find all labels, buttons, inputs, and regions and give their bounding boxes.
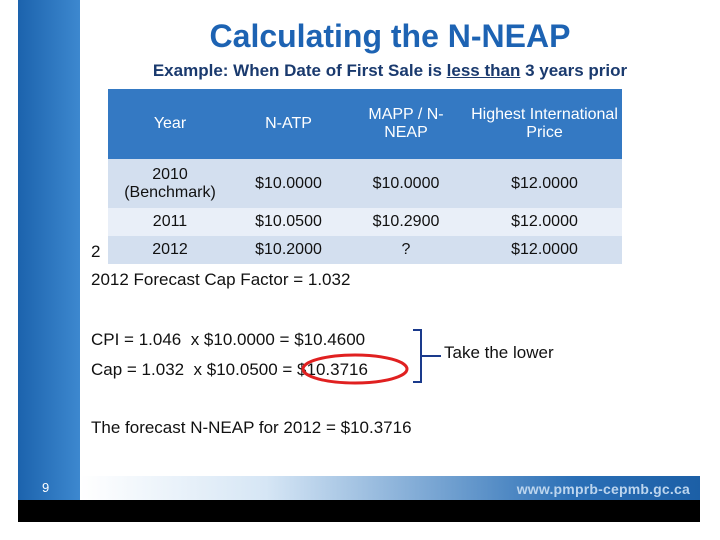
table-row: 2012 $10.2000 ? $12.0000 [108, 236, 622, 264]
slide-title: Calculating the N-NEAP [209, 18, 571, 54]
cell-mapp: $10.2900 [345, 208, 467, 236]
cap-calculation: Cap = 1.032 x $10.0500 = $10.3716 [91, 360, 368, 379]
cell-hip: $12.0000 [467, 236, 622, 264]
cell-mapp: ? [345, 236, 467, 264]
highlight-circle-icon [301, 353, 409, 385]
forecast-cap-factor: 2012 Forecast Cap Factor = 1.032 [91, 270, 351, 289]
cell-year: 2011 [108, 208, 232, 236]
cell-year: 2010 (Benchmark) [108, 159, 232, 208]
table-row: 2010 (Benchmark) $10.0000 $10.0000 $12.0… [108, 159, 622, 208]
conclusion-text: The forecast N-NEAP for 2012 = $10.3716 [91, 418, 412, 437]
right-bracket-icon [413, 329, 441, 383]
take-lower-note: Take the lower [444, 343, 554, 362]
cell-n-atp: $10.0000 [232, 159, 345, 208]
cell-hip: $12.0000 [467, 208, 622, 236]
page-number: 9 [42, 480, 50, 495]
header-mapp: MAPP / N-NEAP [345, 89, 467, 159]
price-table: Year N-ATP MAPP / N-NEAP Highest Interna… [108, 89, 622, 264]
left-accent-bar [18, 0, 80, 500]
header-highest-intl-price: Highest International Price [467, 89, 622, 159]
footer-url: www.pmprb-cepmb.gc.ca [516, 481, 690, 497]
slide-subtitle: Example: When Date of First Sale is less… [80, 61, 700, 81]
subtitle-underlined: less than [446, 61, 521, 80]
stray-text: 2 [91, 242, 101, 261]
cell-year: 2012 [108, 236, 232, 264]
subtitle-text: Example: When Date of First Sale is [152, 61, 447, 80]
cpi-calculation: CPI = 1.046 x $10.0000 = $10.4600 [91, 330, 366, 349]
subtitle-end: 3 years prior [520, 61, 628, 80]
table-row: 2011 $10.0500 $10.2900 $12.0000 [108, 208, 622, 236]
bottom-black-bar [18, 500, 700, 522]
footer-bar [80, 476, 700, 500]
cell-n-atp: $10.0500 [232, 208, 345, 236]
cell-n-atp: $10.2000 [232, 236, 345, 264]
cell-hip: $12.0000 [467, 159, 622, 208]
header-n-atp: N-ATP [232, 89, 345, 159]
table-header-row: Year N-ATP MAPP / N-NEAP Highest Interna… [108, 89, 622, 159]
header-year: Year [108, 89, 232, 159]
cell-mapp: $10.0000 [345, 159, 467, 208]
